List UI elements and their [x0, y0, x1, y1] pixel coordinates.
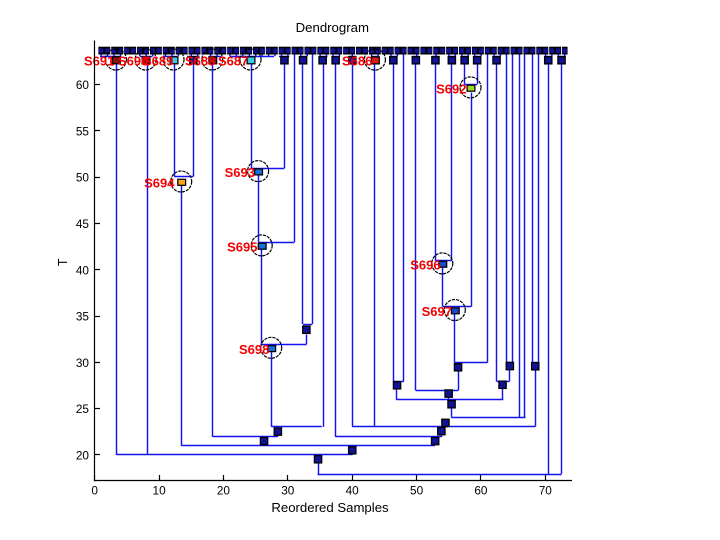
- svg-text:30: 30: [281, 484, 295, 498]
- svg-text:S690: S690: [118, 54, 148, 69]
- svg-text:45: 45: [76, 217, 90, 231]
- svg-text:55: 55: [76, 124, 90, 138]
- svg-text:S696: S696: [410, 257, 440, 272]
- svg-text:S694: S694: [144, 176, 175, 191]
- svg-text:T: T: [56, 258, 70, 266]
- svg-text:25: 25: [76, 402, 90, 416]
- svg-text:40: 40: [346, 484, 360, 498]
- svg-text:20: 20: [76, 449, 90, 463]
- svg-text:60: 60: [474, 484, 488, 498]
- svg-text:S686: S686: [342, 54, 372, 69]
- svg-text:35: 35: [76, 310, 90, 324]
- svg-text:70: 70: [539, 484, 553, 498]
- svg-text:S691: S691: [84, 54, 114, 69]
- svg-text:Reordered Samples: Reordered Samples: [271, 500, 389, 515]
- svg-text:10: 10: [153, 484, 167, 498]
- svg-text:S695: S695: [227, 239, 257, 254]
- svg-text:40: 40: [76, 263, 90, 277]
- svg-text:S689: S689: [143, 54, 173, 69]
- svg-text:Dendrogram: Dendrogram: [296, 20, 369, 35]
- svg-text:60: 60: [76, 78, 90, 92]
- svg-text:S688: S688: [185, 54, 215, 69]
- svg-text:S698: S698: [239, 342, 269, 357]
- svg-text:50: 50: [76, 171, 90, 185]
- svg-text:S697: S697: [422, 304, 452, 319]
- svg-text:S693: S693: [225, 165, 255, 180]
- svg-text:20: 20: [217, 484, 231, 498]
- svg-text:50: 50: [410, 484, 424, 498]
- svg-text:0: 0: [91, 484, 98, 498]
- svg-text:30: 30: [76, 356, 90, 370]
- svg-text:S687: S687: [218, 54, 248, 69]
- svg-text:S692: S692: [436, 81, 466, 96]
